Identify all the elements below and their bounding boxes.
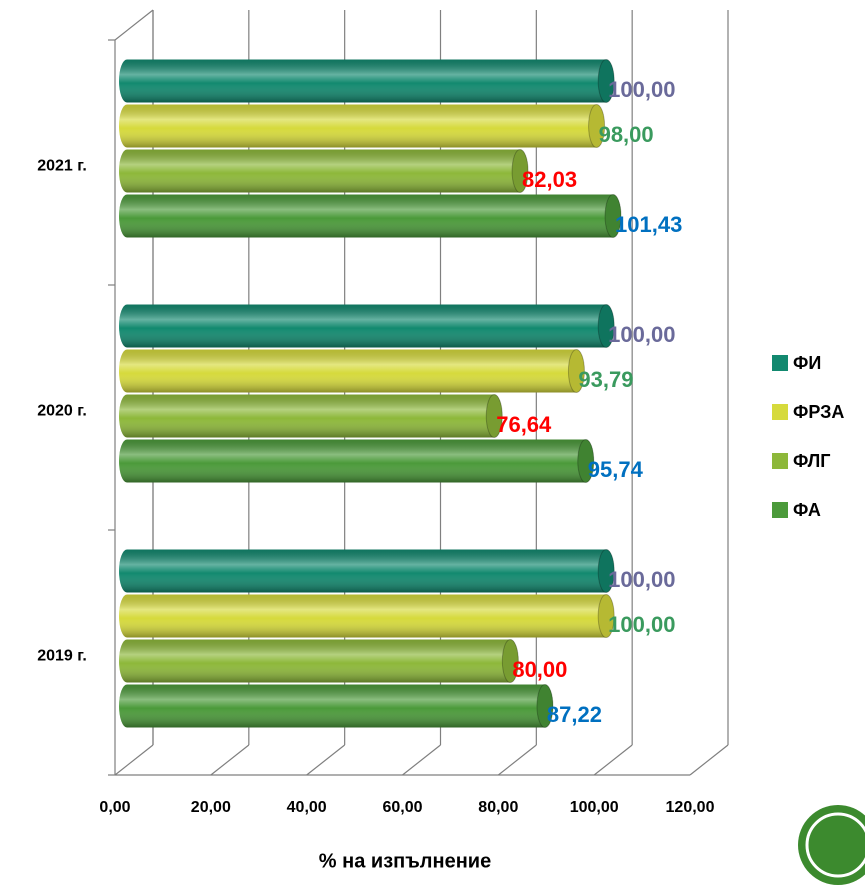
bar-shade — [119, 594, 615, 638]
data-label: 100,00 — [608, 567, 675, 592]
x-axis-title: % на изпълнение — [319, 850, 491, 872]
bar-cap — [597, 594, 615, 638]
legend-label: ФА — [793, 500, 821, 520]
bar-shade — [119, 394, 503, 438]
x-tick-label: 100,00 — [570, 799, 619, 816]
bar-cap — [597, 59, 615, 103]
bar-cap — [511, 149, 529, 193]
bar — [119, 394, 503, 438]
grid-line — [306, 744, 346, 776]
x-tick-label: 120,00 — [666, 799, 715, 816]
data-label: 76,64 — [496, 412, 552, 437]
bar — [119, 684, 554, 728]
bar — [119, 149, 529, 193]
legend-swatch — [772, 404, 788, 420]
bar — [119, 194, 622, 238]
grid-line — [689, 744, 729, 776]
bar-shade — [119, 549, 615, 593]
data-label: 98,00 — [599, 122, 654, 147]
legend-swatch — [772, 502, 788, 518]
bar-cap — [567, 349, 585, 393]
grid-line — [402, 744, 441, 776]
bar-cap — [604, 194, 622, 238]
bar — [119, 639, 519, 683]
y-tick-label: 2020 г. — [37, 403, 87, 420]
bar-shade — [119, 149, 529, 193]
grid-line — [114, 744, 154, 776]
bar-shade — [119, 304, 615, 348]
bar — [119, 304, 615, 348]
bar-cap — [501, 639, 519, 683]
bar — [119, 549, 615, 593]
grid-line — [497, 744, 537, 776]
bar-shade — [119, 684, 553, 728]
x-tick-label: 60,00 — [382, 799, 422, 816]
x-tick-label: 0,00 — [99, 799, 130, 816]
data-label: 101,43 — [615, 212, 682, 237]
grid-line — [593, 744, 633, 776]
bar-cap — [597, 549, 615, 593]
bar-cap — [597, 304, 615, 348]
data-label: 80,00 — [512, 657, 567, 682]
bar-cap — [485, 394, 503, 438]
bar-shade — [119, 59, 615, 103]
data-label: 95,74 — [588, 457, 644, 482]
data-label: 100,00 — [608, 612, 675, 637]
bar-shade — [119, 349, 585, 393]
data-label: 100,00 — [608, 77, 675, 102]
bar-shade — [119, 639, 519, 683]
x-tick-label: 40,00 — [287, 799, 327, 816]
decoration — [798, 805, 865, 885]
bar-cap — [588, 104, 606, 148]
data-label: 100,00 — [608, 322, 675, 347]
data-label: 87,22 — [547, 702, 602, 727]
bar-shade — [119, 194, 622, 238]
grid-line — [210, 744, 250, 776]
x-tick-label: 80,00 — [478, 799, 518, 816]
legend-label: ФРЗА — [793, 402, 844, 422]
bar — [119, 104, 606, 148]
x-tick-label: 20,00 — [191, 799, 231, 816]
legend-label: ФЛГ — [793, 451, 831, 471]
legend-swatch — [772, 355, 788, 371]
bar — [119, 439, 595, 483]
y-tick-label: 2019 г. — [37, 648, 87, 665]
data-label: 82,03 — [522, 167, 577, 192]
y-tick-label: 2021 г. — [37, 158, 87, 175]
bar-cap — [536, 684, 554, 728]
data-label: 93,79 — [578, 367, 633, 392]
wall-edge — [114, 9, 154, 41]
bar-shade — [119, 439, 594, 483]
bar-shade — [119, 104, 605, 148]
bar — [119, 349, 585, 393]
bar — [119, 59, 615, 103]
legend-swatch — [772, 453, 788, 469]
bar-cap — [577, 439, 595, 483]
bar — [119, 594, 615, 638]
legend-label: ФИ — [793, 353, 821, 373]
